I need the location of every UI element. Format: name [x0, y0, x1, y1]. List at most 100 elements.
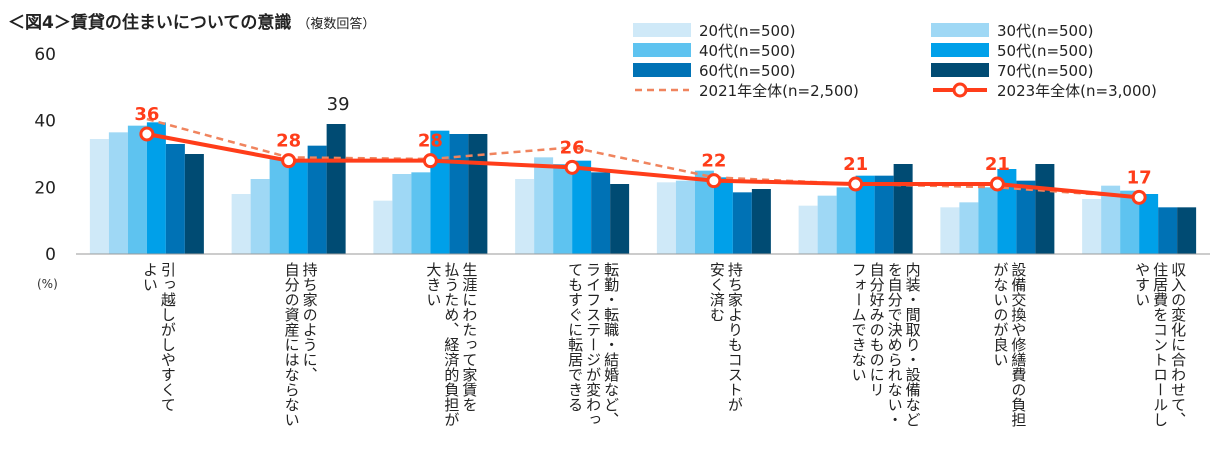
x-category-label: 引っ越しがしやすくて よい: [141, 262, 177, 412]
bar-4-8: [1139, 194, 1159, 254]
bar-2-8: [1101, 185, 1121, 254]
bar-4-1: [146, 122, 166, 254]
x-category-label-line: 内装・間取り・設備など: [903, 262, 922, 427]
legend-swatch: [633, 63, 691, 77]
legend-line-swatch: [931, 80, 989, 100]
x-category-label-line: 設備交換や修繕費の負担: [1009, 262, 1028, 427]
legend-swatch: [931, 43, 989, 57]
legend-label: 30代(n=500): [997, 21, 1094, 40]
legend-swatch: [633, 43, 691, 57]
bar-5-4: [591, 172, 611, 254]
bar-1-5: [656, 182, 676, 254]
bar-6-3: [468, 134, 488, 254]
bar-3-8: [1120, 190, 1140, 254]
chart-title: ＜図4＞賃貸の住まいについての意識 （複数回答）: [8, 8, 375, 33]
y-unit-label: (%): [37, 277, 58, 291]
bar-3-2: [269, 157, 289, 254]
x-category-label: 内装・間取り・設備など を自分で決められない・ 自分好みのものにリ フォームできない: [850, 262, 922, 427]
series-2023-line: [146, 132, 1140, 200]
bar-6-8: [1177, 207, 1197, 254]
legend-line-swatch: [633, 80, 691, 100]
bar-2-6: [817, 195, 837, 254]
x-category-label-line: 自分好みのものにリ: [867, 262, 886, 397]
x-category-label: 持ち家よりもコストが 安く済む: [708, 262, 744, 412]
x-category-label-line: 自分の資産にはならない: [282, 262, 301, 427]
bar-4-7: [997, 169, 1017, 254]
legend-item: 70代(n=500): [931, 60, 1094, 80]
x-category-label-line: 住居費をコントロールし: [1151, 262, 1170, 427]
series-2023-data-label: 22: [701, 151, 726, 172]
legend-item: 30代(n=500): [931, 20, 1094, 40]
legend-label: 60代(n=500): [699, 61, 796, 80]
series-2023-point-5: [706, 173, 722, 189]
x-category-label-line: ライフステージが変わっ: [584, 262, 603, 427]
series-2023-point-7: [989, 176, 1005, 192]
bar-3-6: [836, 187, 856, 254]
x-category-label-line: フォームできない: [849, 262, 868, 382]
bar-2-5: [675, 180, 695, 254]
legend-swatch: [931, 23, 989, 37]
bar-3-5: [694, 170, 714, 254]
legend-item: 2021年全体(n=2,500): [633, 80, 859, 100]
legend-item: 2023年全体(n=3,000): [931, 80, 1157, 100]
bar-3-4: [553, 164, 573, 254]
x-category-label-line: 転勤・転職・結婚など、: [602, 262, 621, 427]
bar-1-8: [1082, 199, 1102, 254]
x-category-label-line: 払うため、経済的負担が: [442, 262, 461, 427]
bar-4-5: [713, 177, 733, 254]
series-2023-data-label: 21: [843, 154, 868, 175]
legend-label: 40代(n=500): [699, 41, 796, 60]
x-category-label-line: 安く済む: [707, 262, 726, 322]
bar-1-7: [940, 207, 960, 254]
series-2023-point-6: [848, 176, 864, 192]
x-category-label: 設備交換や修繕費の負担 がないのが良い: [991, 262, 1027, 427]
bar-2-1: [108, 132, 128, 254]
y-tick-label: 20: [34, 178, 56, 198]
legend-label: 70代(n=500): [997, 61, 1094, 80]
series-2023-point-3: [422, 153, 438, 169]
x-category-label-line: よい: [140, 262, 159, 292]
y-tick-label: 40: [34, 112, 56, 132]
bar-1-6: [798, 205, 818, 254]
bar-4-6: [855, 175, 875, 254]
bar-1-3: [373, 200, 393, 254]
chart-legend: 20代(n=500) 30代(n=500) 40代(n=500) 50代(n=500)…: [615, 20, 1215, 120]
legend-swatch: [633, 23, 691, 37]
bar-6-6: [893, 164, 913, 254]
series-2021-line: [146, 117, 1140, 199]
legend-item: 50代(n=500): [931, 40, 1094, 60]
series-2023-data-label: 21: [985, 154, 1010, 175]
bar-5-5: [732, 192, 752, 254]
legend-label: 50代(n=500): [997, 41, 1094, 60]
bar-3-1: [127, 125, 147, 255]
bar-4-2: [288, 160, 308, 254]
x-category-label-line: てもすぐに転居できる: [566, 262, 585, 412]
bar-5-6: [874, 175, 894, 254]
bar-5-1: [165, 144, 185, 254]
bar-6-1: [184, 154, 204, 254]
bar-5-2: [307, 145, 327, 254]
bar-1-1: [89, 139, 109, 254]
series-2023-data-label: 17: [1127, 167, 1152, 188]
legend-item: 20代(n=500): [633, 20, 796, 40]
title-text: ＜図4＞賃貸の住まいについての意識: [8, 13, 292, 33]
x-category-label-line: を自分で決められない・: [885, 262, 904, 427]
series-2023-data-label: 36: [134, 104, 159, 125]
bar-6-5: [751, 189, 771, 254]
x-category-label: 収入の変化に合わせて、 住居費をコントロールし やすい: [1133, 262, 1187, 427]
title-note: （複数回答）: [297, 17, 376, 32]
x-category-label-line: やすい: [1133, 262, 1152, 307]
bar-3-3: [411, 172, 431, 254]
bar-1-4: [515, 179, 535, 254]
bar-annotation-label: 39: [327, 94, 350, 115]
x-category-label-line: 生涯にわたって家賃を: [460, 262, 479, 412]
legend-label: 2023年全体(n=3,000): [997, 81, 1157, 100]
bar-2-4: [534, 157, 554, 254]
bar-6-4: [610, 184, 630, 254]
x-category-label: 生涯にわたって家賃を 払うため、経済的負担が 大きい: [424, 262, 478, 427]
x-category-label-line: 収入の変化に合わせて、: [1169, 262, 1188, 427]
x-category-label-line: 引っ越しがしやすくて: [158, 262, 177, 412]
x-category-label-line: 持ち家よりもコストが: [725, 262, 744, 412]
series-2023-data-label: 28: [418, 131, 443, 152]
